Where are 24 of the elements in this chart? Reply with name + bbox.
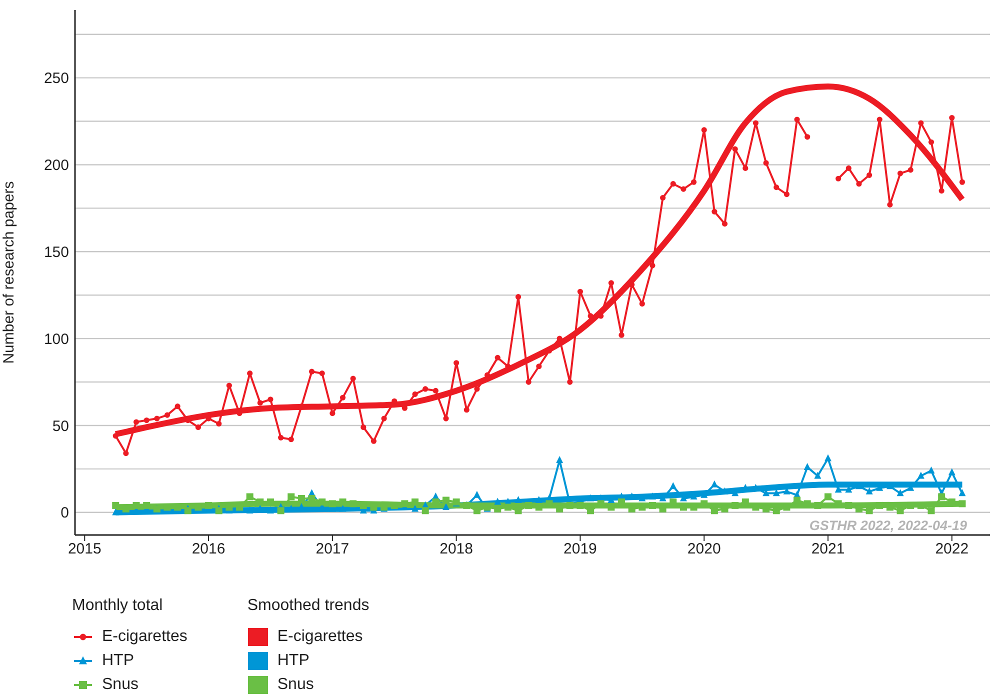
- y-tick-label: 100: [44, 330, 69, 348]
- x-tick-label: 2016: [192, 540, 226, 558]
- x-tick-label: 2015: [68, 540, 102, 558]
- legend-label: HTP: [277, 652, 310, 670]
- legend-label: Snus: [277, 676, 314, 694]
- y-tick-label: 150: [44, 244, 69, 261]
- y-tick-label: 50: [52, 418, 69, 435]
- legend-label: HTP: [102, 652, 134, 670]
- x-tick-label: 2020: [687, 540, 721, 558]
- x-tick-label: 2019: [564, 540, 597, 558]
- legend-label: E-cigarettes: [277, 628, 363, 646]
- x-tick-label: 2018: [440, 540, 474, 558]
- text: Monthly total: [72, 597, 163, 614]
- y-axis-title: Number of research papers: [0, 181, 18, 364]
- x-tick-label: 2022: [935, 540, 969, 558]
- y-tick-label: 200: [44, 157, 69, 174]
- annotation: GSTHR 2022, 2022-04-19: [809, 518, 967, 533]
- legend-label: Snus: [102, 676, 138, 694]
- y-tick-label: 0: [60, 504, 69, 522]
- x-tick-label: 2021: [811, 540, 845, 558]
- legend-label: E-cigarettes: [102, 628, 188, 646]
- x-tick-label: 2017: [316, 540, 350, 558]
- y-tick-label: 250: [44, 70, 69, 88]
- text: Smoothed trends: [247, 597, 370, 614]
